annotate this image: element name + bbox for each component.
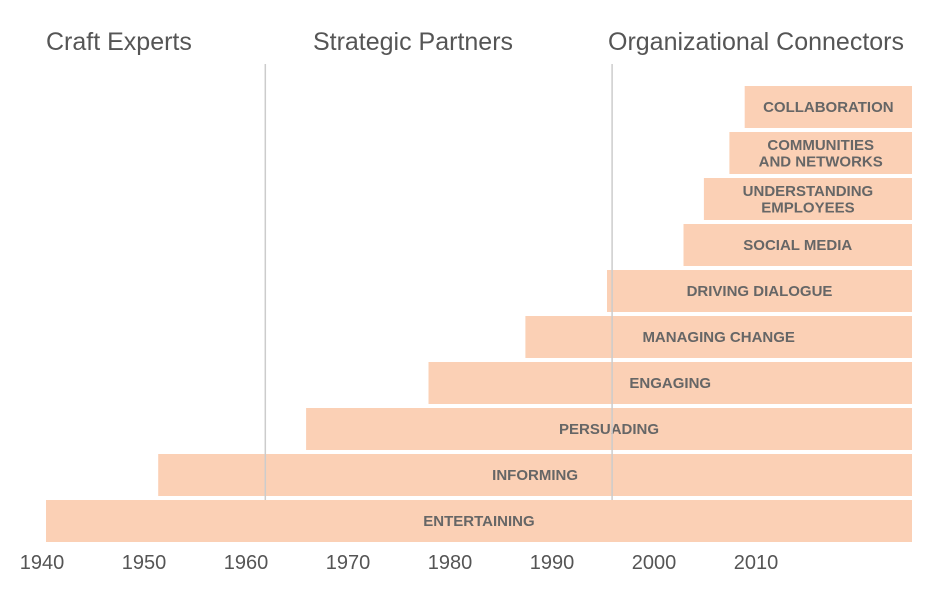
bar <box>729 132 912 174</box>
x-tick-label: 2010 <box>734 552 779 574</box>
bar <box>703 178 912 220</box>
bar-label: SOCIAL MEDIA <box>743 237 852 254</box>
x-tick-label: 1970 <box>326 552 371 574</box>
bar <box>306 408 913 450</box>
bar-label: EMPLOYEES <box>761 199 854 216</box>
era-title: Craft Experts <box>46 28 192 56</box>
x-tick-label: 1960 <box>224 552 269 574</box>
bar-label: MANAGING CHANGE <box>642 329 795 346</box>
x-tick-label: 2000 <box>632 552 677 574</box>
bar <box>744 86 912 128</box>
era-title: Strategic Partners <box>313 28 513 56</box>
bar <box>525 316 912 358</box>
bar-label: INFORMING <box>492 467 578 484</box>
bars-group: ENTERTAINING INFORMING PERSUADING ENGAGING M… <box>46 86 913 542</box>
dividers-group <box>264 64 613 500</box>
bar-label: UNDERSTANDING <box>743 183 874 200</box>
x-tick-label: 1940 <box>20 552 65 574</box>
bar-label: COLLABORATION <box>763 99 894 116</box>
bar <box>46 500 912 542</box>
bar-label: AND NETWORKS <box>759 153 883 170</box>
bar-label: DRIVING DIALOGUE <box>687 283 833 300</box>
bar-label: PERSUADING <box>559 421 659 438</box>
bar <box>683 224 912 266</box>
x-axis: 1940 1950 1960 1970 1980 1990 2000 2010 <box>20 552 779 574</box>
bar-label: COMMUNITIES <box>767 137 874 154</box>
era-title: Organizational Connectors <box>608 28 904 56</box>
x-tick-label: 1990 <box>530 552 575 574</box>
x-tick-label: 1950 <box>122 552 167 574</box>
era-titles: Craft Experts Strategic Partners Organizat… <box>46 28 904 56</box>
bar <box>158 454 912 496</box>
x-tick-label: 1980 <box>428 552 473 574</box>
bar <box>607 270 912 312</box>
bar <box>428 362 912 404</box>
bar-label: ENGAGING <box>629 375 711 392</box>
bar-label: ENTERTAINING <box>423 513 534 530</box>
